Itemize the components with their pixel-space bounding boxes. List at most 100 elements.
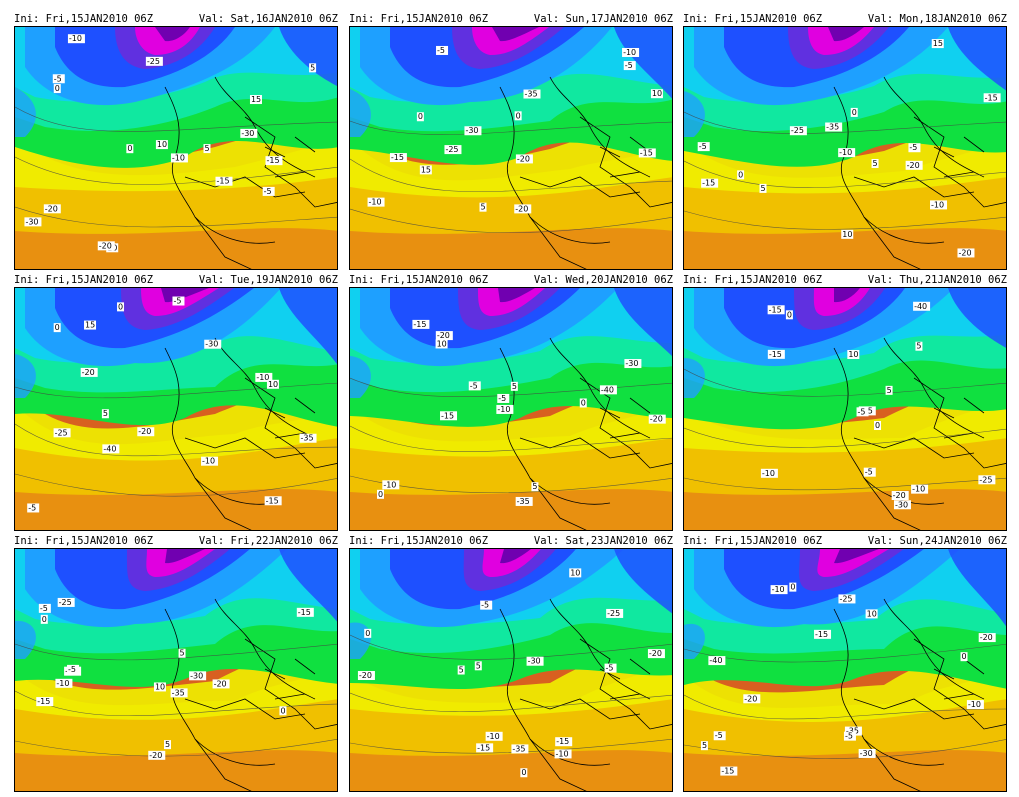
contour-label: -25 xyxy=(57,597,75,607)
init-time-label: Ini: Fri,15JAN2010 06Z xyxy=(14,13,154,25)
contour-label: -10 xyxy=(485,731,503,741)
svg-text:-15: -15 xyxy=(298,608,311,617)
contour-label: -5 xyxy=(436,45,449,55)
contour-label: 0 xyxy=(416,112,424,122)
svg-text:-35: -35 xyxy=(301,434,314,443)
contour-label: 5 xyxy=(915,341,923,351)
contour-label: -15 xyxy=(412,319,430,329)
contour-label: -10 xyxy=(170,153,188,163)
svg-text:0: 0 xyxy=(55,323,60,332)
svg-text:5: 5 xyxy=(916,342,921,351)
contour-label: -40 xyxy=(708,656,726,666)
svg-text:-10: -10 xyxy=(772,585,785,594)
svg-text:5: 5 xyxy=(103,409,108,418)
contour-label: 0 xyxy=(789,582,797,592)
valid-time-label: Val: Sat,23JAN2010 06Z xyxy=(533,535,673,547)
contour-label: -5 xyxy=(480,600,493,610)
panel-header: Ini: Fri,15JAN2010 06Z Val: Fri,22JAN2010… xyxy=(14,534,338,548)
temperature-map: -35 -30 -25 -20 -15 -10 -5 0 5 10 -20 -1… xyxy=(14,548,338,792)
contour-label: 10 xyxy=(847,349,860,359)
contour-label: -15 xyxy=(638,148,656,158)
svg-text:-20: -20 xyxy=(99,241,112,250)
svg-text:-10: -10 xyxy=(623,48,636,57)
svg-text:-25: -25 xyxy=(445,145,458,154)
temperature-map: -30 -20 -25 -15 -10 -5 0 5 10 15 -30 -20… xyxy=(14,26,338,270)
contour-label: -20 xyxy=(648,414,666,424)
contour-label: -30 xyxy=(893,500,911,510)
contour-label: -30 xyxy=(24,217,42,227)
svg-text:15: 15 xyxy=(85,321,95,330)
svg-text:-5: -5 xyxy=(845,732,853,741)
contour-label: -30 xyxy=(526,656,544,666)
svg-text:-15: -15 xyxy=(702,179,715,188)
contour-label: -5 xyxy=(863,467,876,477)
contour-label: 0 xyxy=(279,706,287,716)
contour-label: 5 xyxy=(479,202,487,212)
contour-label: -35 xyxy=(299,433,317,443)
svg-text:-40: -40 xyxy=(914,302,927,311)
svg-text:-20: -20 xyxy=(893,491,906,500)
svg-text:-15: -15 xyxy=(413,320,426,329)
contour-label: 5 xyxy=(203,144,211,154)
forecast-panel: Ini: Fri,15JAN2010 06Z Val: Sat,23JAN2010… xyxy=(349,534,673,792)
svg-text:10: 10 xyxy=(652,89,662,98)
init-time-label: Ini: Fri,15JAN2010 06Z xyxy=(14,535,154,547)
svg-text:-40: -40 xyxy=(601,385,614,394)
svg-text:-20: -20 xyxy=(649,649,662,658)
contour-label: 0 xyxy=(53,84,61,94)
contour-label: 5 xyxy=(510,381,518,391)
contour-label: 5 xyxy=(759,183,767,193)
contour-label: 10 xyxy=(155,140,168,150)
svg-text:-5: -5 xyxy=(470,381,478,390)
svg-text:-20: -20 xyxy=(45,204,58,213)
contour-label: 0 xyxy=(785,310,793,320)
contour-label: -25 xyxy=(53,428,71,438)
svg-text:5: 5 xyxy=(481,203,486,212)
contour-label: 15 xyxy=(249,95,262,105)
svg-text:-15: -15 xyxy=(640,148,653,157)
contour-label: 0 xyxy=(874,421,882,431)
svg-text:0: 0 xyxy=(790,583,795,592)
svg-text:-30: -30 xyxy=(860,749,873,758)
svg-text:-20: -20 xyxy=(650,415,663,424)
contour-label: -10 xyxy=(255,372,273,382)
init-time-label: Ini: Fri,15JAN2010 06Z xyxy=(349,13,489,25)
contour-label: -10 xyxy=(55,678,73,688)
map-svg: -35 -25 -20 -15 -10 -5 0 5 10 15 -20 -15… xyxy=(684,27,1006,269)
contour-label: -20 xyxy=(212,679,230,689)
svg-text:0: 0 xyxy=(521,768,526,777)
svg-text:0: 0 xyxy=(378,490,383,499)
contour-label: -5 xyxy=(843,731,856,741)
svg-text:0: 0 xyxy=(875,421,880,430)
svg-text:-15: -15 xyxy=(815,630,828,639)
svg-text:-40: -40 xyxy=(709,656,722,665)
map-svg: -35 -30 -40 -25 -20 -15 -10 -5 0 5 10 -2… xyxy=(684,549,1006,791)
svg-text:-20: -20 xyxy=(437,331,450,340)
contour-label: 10 xyxy=(841,229,854,239)
svg-text:10: 10 xyxy=(155,682,165,691)
svg-text:-25: -25 xyxy=(979,475,992,484)
contour-label: -30 xyxy=(858,748,876,758)
contour-label: -30 xyxy=(189,671,207,681)
svg-text:-5: -5 xyxy=(173,297,181,306)
contour-label: 5 xyxy=(101,409,109,419)
contour-label: 15 xyxy=(84,320,97,330)
svg-text:-10: -10 xyxy=(56,679,69,688)
svg-text:10: 10 xyxy=(437,339,447,348)
forecast-panel: Ini: Fri,15JAN2010 06Z Val: Mon,18JAN2010… xyxy=(683,12,1007,270)
contour-label: -20 xyxy=(515,154,533,164)
svg-text:-30: -30 xyxy=(205,340,218,349)
contour-label: 5 xyxy=(700,741,708,751)
contour-label: 0 xyxy=(579,398,587,408)
contour-label: -15 xyxy=(555,737,573,747)
svg-text:-20: -20 xyxy=(138,427,151,436)
svg-text:-5: -5 xyxy=(264,187,272,196)
contour-label: -25 xyxy=(978,475,996,485)
svg-text:0: 0 xyxy=(852,108,857,117)
contour-label: -15 xyxy=(440,411,458,421)
forecast-panel: Ini: Fri,15JAN2010 06Z Val: Wed,20JAN2010… xyxy=(349,273,673,531)
valid-time-label: Val: Sat,16JAN2010 06Z xyxy=(198,13,338,25)
contour-label: 0 xyxy=(520,768,528,778)
contour-label: 15 xyxy=(419,165,432,175)
contour-label: 0 xyxy=(850,107,858,117)
